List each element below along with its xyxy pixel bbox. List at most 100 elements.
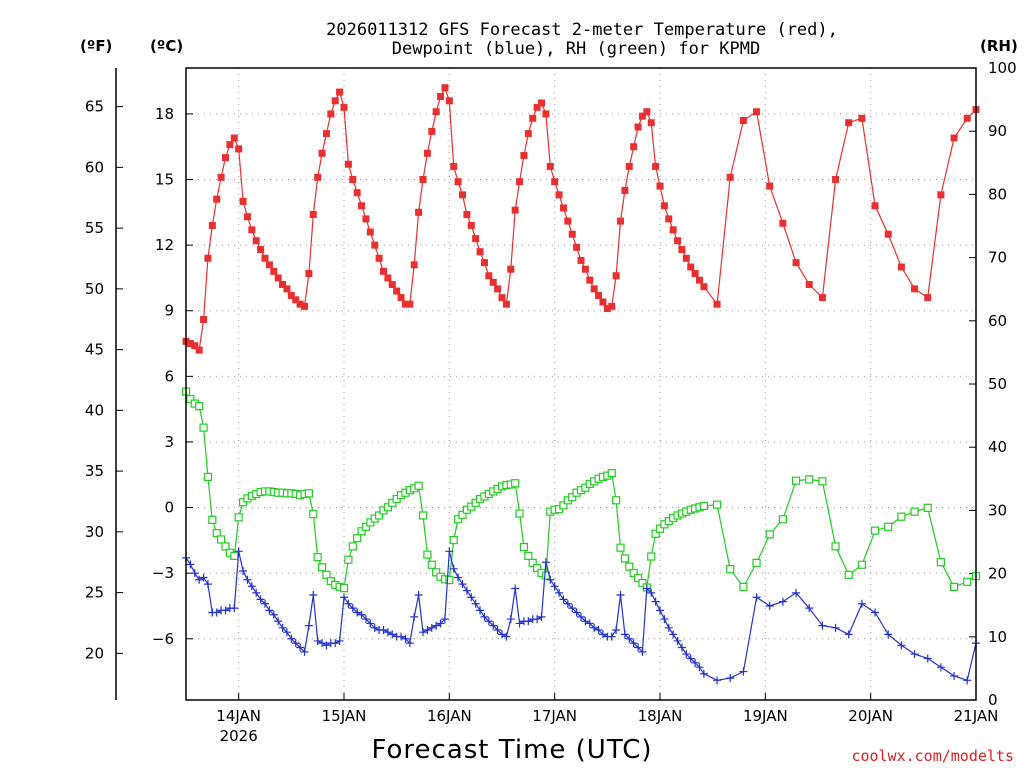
dewpoint-point — [340, 593, 348, 602]
dewpoint-point — [616, 591, 625, 600]
dewpoint-point — [844, 630, 853, 639]
relative-humidity-point — [533, 563, 542, 573]
temperature-point — [489, 278, 497, 286]
dewpoint-point — [476, 606, 485, 615]
relative-humidity-point — [195, 402, 204, 411]
dewpoint-point — [318, 639, 327, 648]
temperature-point — [621, 186, 629, 194]
relative-humidity-point — [559, 501, 568, 510]
dewpoint-point — [304, 621, 313, 630]
dewpoint-point — [656, 606, 664, 615]
temperature-point — [305, 270, 313, 278]
temperature-point — [625, 162, 633, 170]
rh-tick-label: 90 — [988, 122, 1007, 140]
relative-humidity-point — [317, 563, 327, 572]
time-tick-year-label: 2026 — [220, 727, 258, 745]
relative-humidity-point — [418, 511, 428, 520]
temperature-point — [393, 287, 401, 295]
dewpoint-point — [651, 597, 660, 606]
temperature-point — [322, 130, 330, 138]
temperature-point — [423, 149, 431, 157]
temperature-point — [542, 110, 550, 118]
temperature-point — [480, 259, 488, 267]
temperature-point — [656, 182, 664, 190]
celsius-tick-label: 6 — [164, 367, 174, 385]
chart-title-line2: Dewpoint (blue), RH (green) for KPMD — [392, 39, 760, 59]
chart-title-line1: 2026011312 GFS Forecast 2-meter Temperat… — [326, 20, 838, 40]
temperature-point — [586, 276, 594, 284]
relative-humidity-point — [432, 568, 441, 577]
temperature-series — [182, 84, 980, 354]
dewpoint-point — [831, 623, 840, 632]
fahrenheit-tick-label: 65 — [85, 98, 104, 116]
x-axis-title: Forecast Time (UTC) — [371, 735, 652, 765]
temperature-point — [568, 230, 576, 238]
dewpoint-point — [300, 647, 309, 656]
dewpoint-point — [462, 586, 471, 595]
temperature-point — [292, 296, 300, 304]
dewpoint-point — [212, 608, 221, 617]
relative-humidity-point — [607, 469, 616, 478]
dewpoint-point — [230, 604, 239, 613]
dewpoint-point — [252, 588, 261, 597]
dewpoint-point — [537, 612, 546, 621]
temperature-point — [691, 270, 699, 278]
dewpoint-point — [348, 604, 357, 613]
temperature-point — [195, 346, 203, 354]
relative-humidity-point — [208, 515, 217, 524]
dewpoint-point — [884, 630, 893, 639]
temperature-point — [239, 197, 247, 205]
relative-humidity-point — [361, 522, 371, 531]
temperature-point — [432, 108, 440, 116]
relative-humidity-point — [936, 558, 945, 567]
credit-text: coolwx.com/modelts — [851, 747, 1014, 765]
temperature-point — [590, 285, 598, 293]
dewpoint-point — [950, 671, 959, 680]
relative-humidity-point — [884, 522, 893, 531]
celsius-tick-label: 0 — [164, 499, 174, 517]
dewpoint-point — [480, 612, 489, 621]
dewpoint-point — [524, 617, 533, 626]
temperature-point — [252, 237, 260, 245]
relative-humidity-point — [217, 535, 226, 544]
relative-humidity-point — [186, 395, 195, 404]
relative-humidity-point — [511, 479, 520, 488]
dewpoint-point — [563, 599, 572, 608]
dewpoint-point — [366, 619, 375, 628]
dewpoint-point — [498, 630, 506, 639]
dewpoint-point — [581, 617, 590, 626]
relative-humidity-point — [454, 515, 463, 524]
temperature-point — [257, 246, 265, 254]
relative-humidity-point — [375, 511, 384, 520]
relative-humidity-point — [949, 582, 959, 591]
relative-humidity-point — [519, 542, 529, 552]
dewpoint-point — [792, 588, 801, 597]
relative-humidity-point — [612, 496, 621, 505]
relative-humidity-point — [699, 501, 708, 511]
dewpoint-point — [541, 558, 550, 567]
dewpoint-point — [335, 636, 344, 645]
dewpoint-point — [533, 615, 542, 624]
dewpoint-point — [247, 582, 256, 591]
relative-humidity-point — [199, 423, 208, 432]
fahrenheit-axis: 20 25 30 35 40 45 50 55 60 65 — [85, 98, 123, 662]
temperature-point — [871, 202, 879, 210]
fahrenheit-tick-label: 20 — [85, 644, 104, 662]
temperature-point — [472, 235, 480, 243]
relative-humidity-point — [831, 542, 840, 551]
temperature-point — [463, 211, 471, 219]
dewpoint-point — [239, 566, 248, 575]
dewpoint-point — [379, 626, 388, 635]
dewpoint-point — [454, 573, 463, 582]
plot-frame — [185, 67, 977, 701]
relative-humidity-point — [651, 529, 660, 538]
temperature-point — [529, 114, 537, 122]
temperature-point — [454, 178, 462, 186]
temperature-point — [309, 211, 317, 219]
temperature-point — [476, 248, 484, 256]
temperature-point — [612, 272, 620, 280]
fahrenheit-tick-label: 60 — [85, 158, 104, 176]
temperature-point — [845, 119, 853, 127]
temperature-point — [792, 259, 800, 267]
